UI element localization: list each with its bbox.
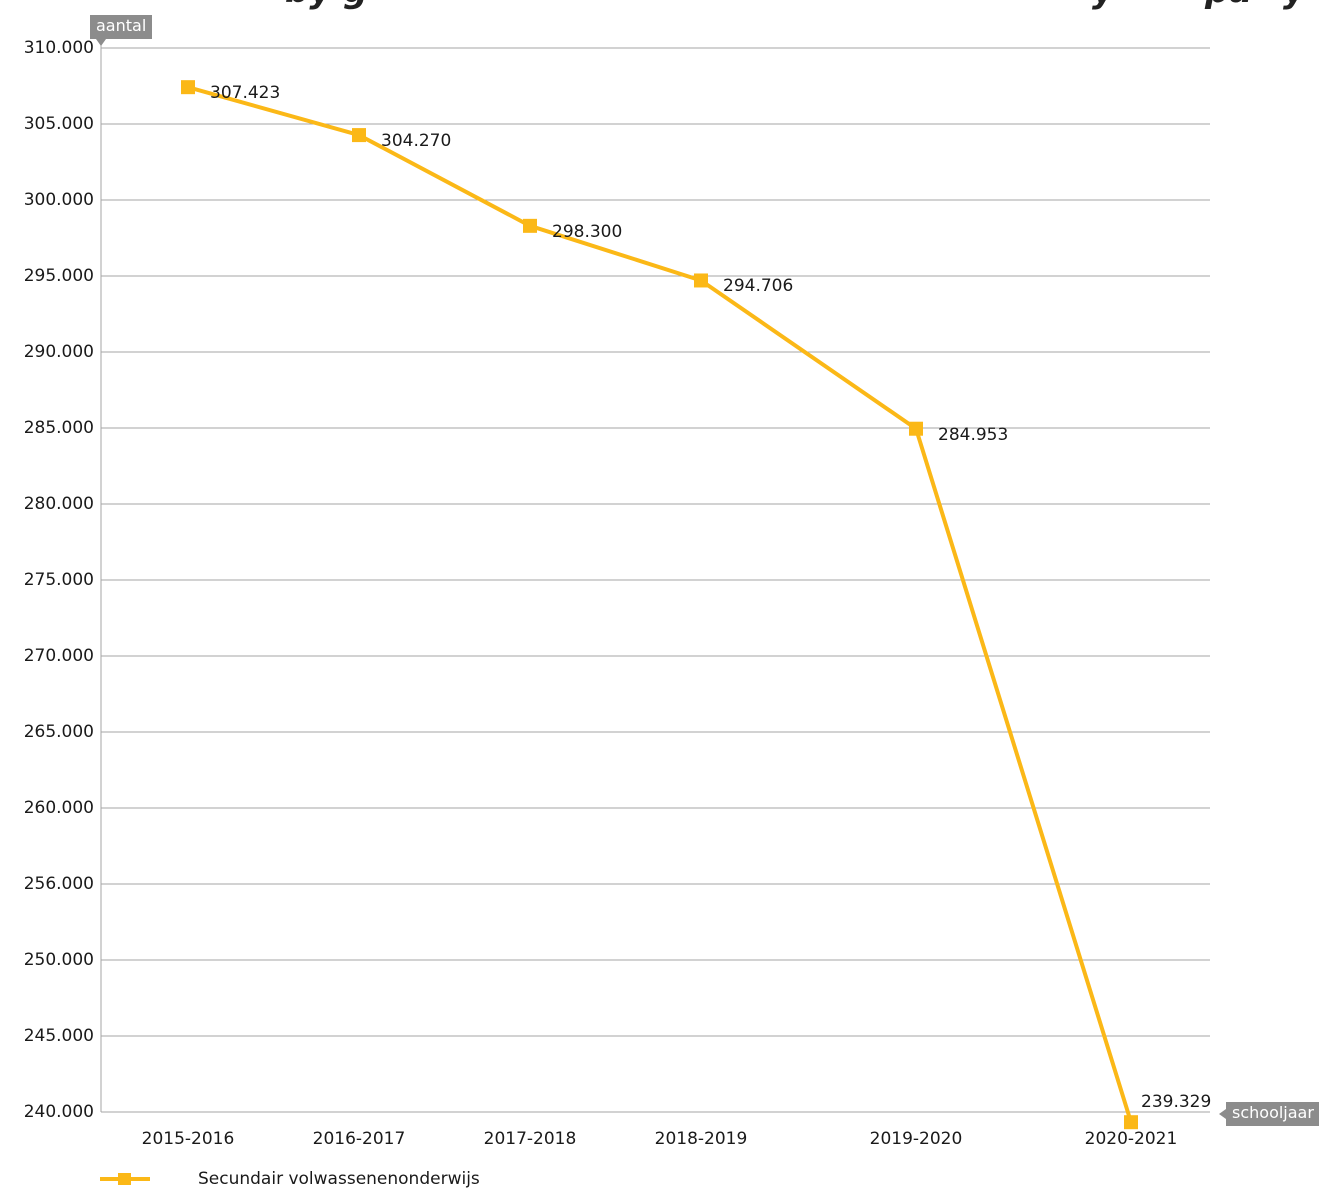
legend-label: Secundair volwassenenonderwijs bbox=[198, 1169, 480, 1189]
y-tick-label: 290.000 bbox=[23, 342, 94, 362]
x-tick-label: 2020-2021 bbox=[1084, 1129, 1178, 1149]
y-tick-label: 280.000 bbox=[23, 494, 94, 514]
x-tick-label: 2017-2018 bbox=[483, 1129, 577, 1149]
x-tick-label: 2016-2017 bbox=[312, 1129, 406, 1149]
y-tick-label: 295.000 bbox=[23, 266, 94, 286]
data-point-marker bbox=[181, 80, 195, 95]
data-point-marker bbox=[523, 218, 537, 233]
data-label: 284.953 bbox=[938, 424, 1009, 445]
y-tick-label: 256.000 bbox=[23, 874, 94, 894]
data-point-marker bbox=[352, 128, 366, 143]
cut-off-title-fragment: by g y pa y bbox=[0, 0, 1319, 11]
y-tick-label: 240.000 bbox=[23, 1102, 94, 1122]
data-label: 307.423 bbox=[210, 83, 281, 104]
data-point-marker bbox=[694, 273, 708, 288]
gridlines bbox=[101, 47, 1210, 1113]
x-tick-label: 2018-2019 bbox=[654, 1129, 748, 1149]
data-point-marker bbox=[1124, 1115, 1138, 1130]
y-tick-label: 260.000 bbox=[23, 798, 94, 818]
data-label: 304.270 bbox=[381, 131, 452, 152]
data-label: 239.329 bbox=[1141, 1092, 1212, 1113]
y-tick-label: 250.000 bbox=[23, 950, 94, 970]
x-axis-title: schooljaar bbox=[1219, 1102, 1319, 1126]
y-tick-label: 310.000 bbox=[23, 38, 94, 58]
series-line-layer bbox=[187, 85, 1133, 1123]
data-label: 294.706 bbox=[723, 276, 794, 297]
y-axis-title: aantal bbox=[90, 15, 153, 46]
y-tick-label: 285.000 bbox=[23, 418, 94, 438]
data-label: 298.300 bbox=[552, 221, 623, 242]
y-tick-label: 245.000 bbox=[23, 1026, 94, 1046]
y-tick-label: 305.000 bbox=[23, 114, 94, 134]
legend-swatch bbox=[100, 1173, 150, 1185]
series-line bbox=[187, 85, 1133, 1123]
series-markers bbox=[181, 80, 1138, 1130]
y-tick-label: 270.000 bbox=[23, 646, 94, 666]
y-tick-label: 275.000 bbox=[23, 570, 94, 590]
x-tick-label: 2015-2016 bbox=[141, 1129, 235, 1149]
y-tick-label: 300.000 bbox=[23, 190, 94, 210]
y-tick-label: 265.000 bbox=[23, 722, 94, 742]
data-point-marker bbox=[909, 421, 923, 436]
x-tick-label: 2019-2020 bbox=[869, 1129, 963, 1149]
